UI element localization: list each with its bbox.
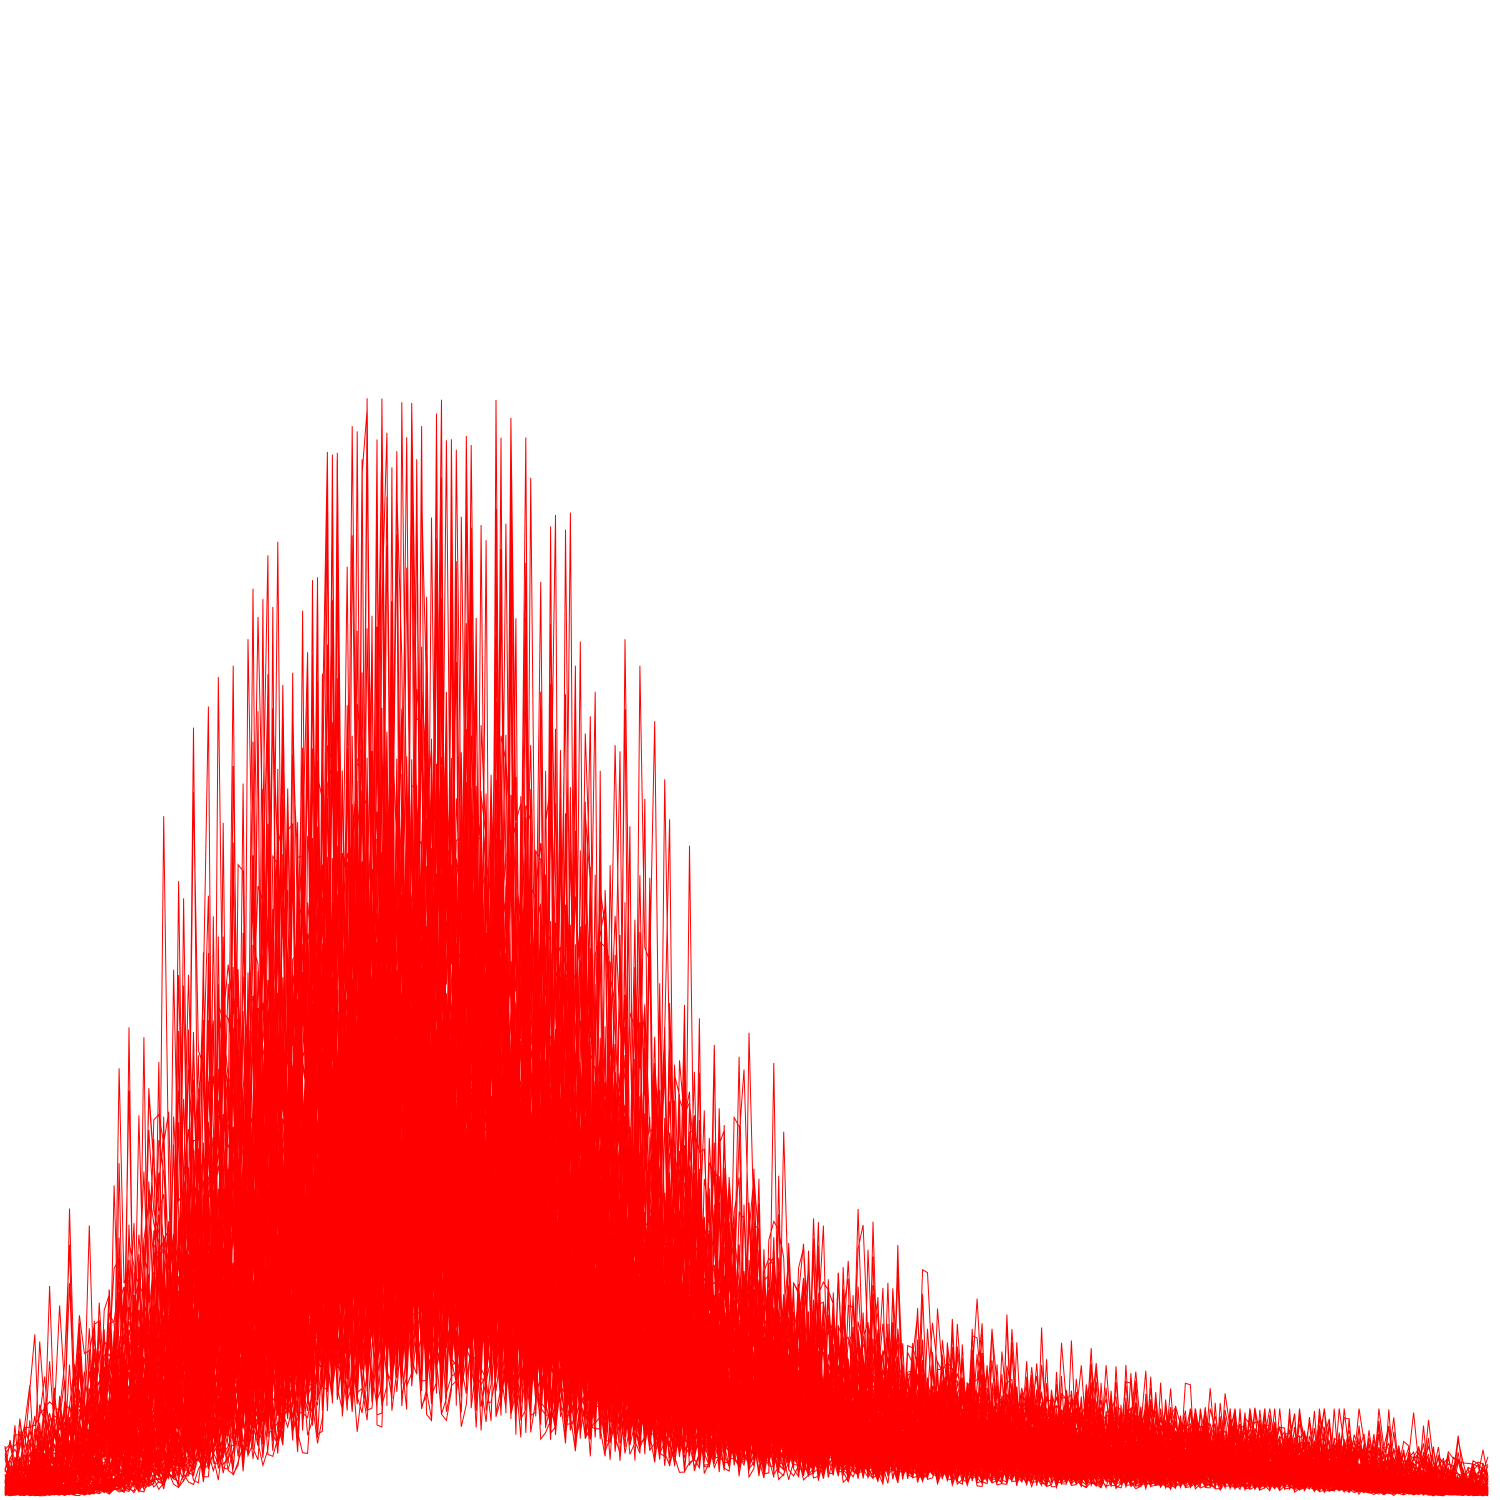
series-line	[4, 674, 1488, 1495]
series-line	[4, 437, 1489, 1496]
series-line	[4, 535, 1489, 1496]
series-line	[4, 562, 1489, 1494]
series-group	[4, 398, 1489, 1497]
series-line	[4, 636, 1489, 1494]
series-line	[4, 512, 1489, 1496]
series-line	[4, 541, 1489, 1495]
series-line	[4, 726, 1489, 1496]
